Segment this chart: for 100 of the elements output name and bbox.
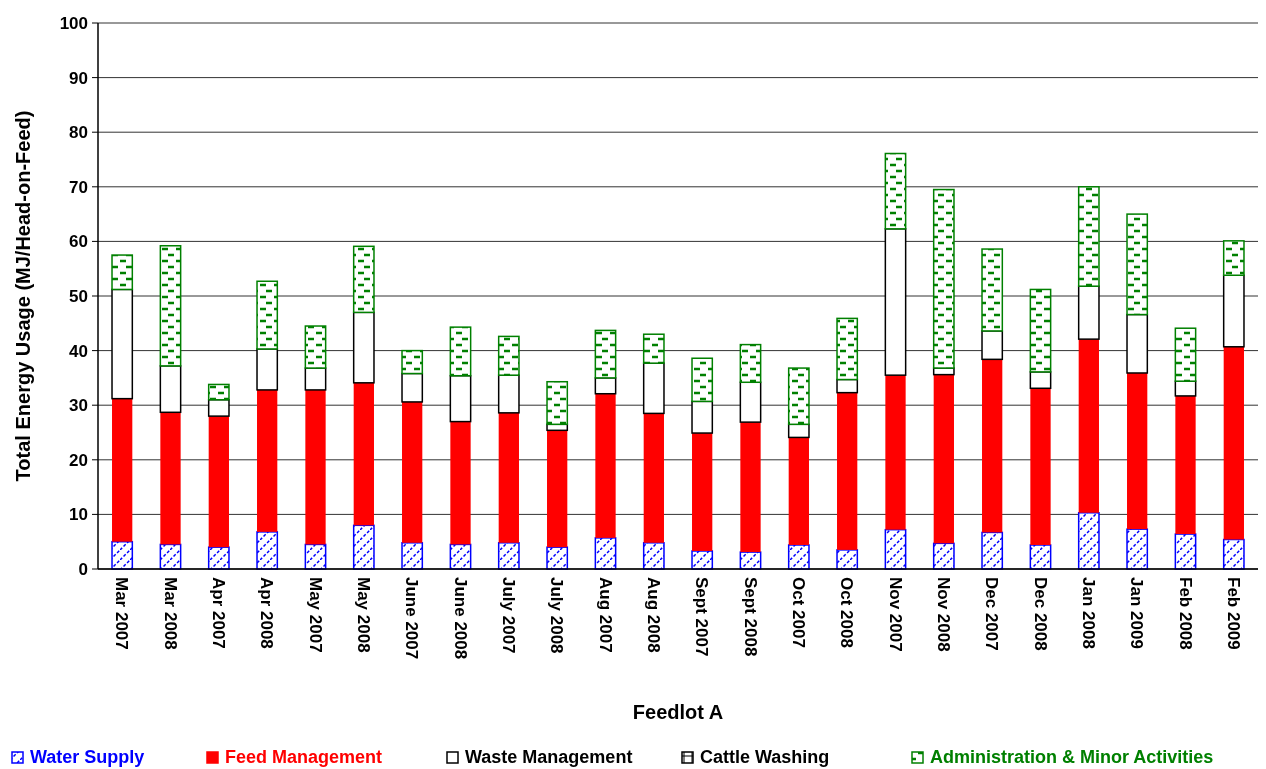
bar: [546, 380, 569, 426]
bar: [497, 374, 520, 414]
x-tick-label: Dec 2008: [1030, 577, 1050, 651]
bar: [837, 392, 858, 550]
bar: [111, 254, 134, 291]
bar: [642, 362, 665, 415]
x-tick-label: Apr 2008: [257, 577, 277, 649]
bar: [787, 423, 810, 439]
bar: [884, 528, 907, 570]
x-tick-label: Dec 2007: [982, 577, 1002, 651]
bar: [353, 382, 374, 526]
x-tick-label: Aug 2007: [595, 577, 615, 653]
bar: [304, 367, 327, 391]
bar: [1223, 346, 1244, 540]
bar: [981, 531, 1004, 570]
bar: [691, 357, 714, 403]
bar: [982, 359, 1003, 533]
bar: [112, 398, 133, 542]
bar: [305, 389, 326, 545]
x-tick-label: Feb 2008: [1175, 577, 1195, 650]
bar: [1222, 240, 1245, 276]
bar: [1126, 528, 1149, 570]
bar: [1030, 388, 1051, 545]
y-tick-label: 30: [69, 396, 88, 416]
y-tick-label: 20: [69, 450, 88, 470]
bar: [836, 317, 859, 381]
legend-label: Administration & Minor Activities: [930, 747, 1214, 767]
bar: [449, 326, 472, 377]
bar: [595, 393, 616, 538]
bar: [836, 378, 859, 394]
y-tick-label: 60: [69, 232, 88, 252]
x-tick-label: Nov 2007: [885, 577, 905, 652]
bar: [643, 413, 664, 543]
bar: [884, 152, 907, 230]
bar: [159, 245, 182, 367]
legend-label: Waste Management: [465, 747, 633, 767]
bar: [642, 333, 665, 364]
bar: [1126, 313, 1149, 374]
legend-label: Water Supply: [30, 747, 145, 767]
x-tick-label: Sept 2008: [740, 577, 760, 657]
bar: [352, 311, 375, 384]
bar: [1174, 533, 1197, 570]
x-tick-label: June 2008: [450, 577, 470, 660]
legend-label: Feed Management: [225, 747, 383, 767]
x-tick-label: Oct 2008: [837, 577, 857, 648]
bar: [691, 400, 714, 434]
x-tick-label: Mar 2007: [112, 577, 132, 650]
bar: [642, 542, 665, 570]
y-tick-label: 40: [69, 341, 88, 361]
bar: [256, 348, 279, 391]
bar: [352, 245, 375, 314]
bar: [546, 546, 569, 570]
bar: [1077, 512, 1100, 570]
bar: [207, 546, 230, 570]
bar: [739, 343, 762, 384]
legend-label: Cattle Washing: [700, 747, 830, 767]
bar: [788, 437, 809, 545]
bar: [449, 374, 472, 423]
bar: [450, 421, 471, 545]
bar: [885, 375, 906, 530]
y-tick-label: 90: [69, 68, 88, 88]
y-tick-label: 10: [69, 505, 88, 525]
bar: [547, 430, 568, 548]
bar: [787, 367, 810, 426]
bar: [256, 531, 279, 570]
bar: [1029, 288, 1052, 373]
bar: [401, 542, 424, 570]
bar: [111, 540, 134, 570]
bar: [1174, 327, 1197, 382]
bar: [1222, 538, 1245, 570]
x-tick-label: July 2008: [547, 577, 567, 654]
bar: [787, 544, 810, 570]
x-tick-label: June 2007: [402, 577, 422, 660]
x-tick-label: Aug 2008: [643, 577, 663, 653]
x-tick-label: Apr 2007: [208, 577, 228, 649]
x-tick-label: Nov 2008: [933, 577, 953, 652]
bar: [932, 542, 955, 570]
y-tick-label: 80: [69, 123, 88, 143]
x-tick-label: Jan 2009: [1127, 577, 1147, 649]
y-tick-label: 70: [69, 177, 88, 197]
x-tick-label: Jan 2008: [1078, 577, 1098, 649]
bar: [497, 542, 520, 570]
bar: [402, 401, 423, 543]
y-tick-label: 100: [59, 13, 88, 33]
bar: [111, 288, 134, 400]
y-axis-title: Total Energy Usage (MJ/Head-on-Feed): [12, 110, 34, 482]
x-tick-label: Oct 2007: [788, 577, 808, 648]
bar: [208, 416, 229, 548]
bar: [933, 374, 954, 544]
x-tick-label: May 2008: [353, 577, 373, 653]
bar: [1077, 285, 1100, 340]
bar: [160, 412, 181, 545]
bar: [981, 330, 1004, 361]
bar: [1078, 339, 1099, 513]
y-tick-label: 0: [78, 559, 88, 579]
bar: [932, 188, 955, 369]
bar: [401, 372, 424, 403]
x-tick-label: Mar 2008: [160, 577, 180, 650]
x-tick-label: Feb 2009: [1223, 577, 1243, 650]
bar: [739, 381, 762, 423]
